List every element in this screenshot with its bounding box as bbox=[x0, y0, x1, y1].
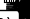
Text: 11: 11 bbox=[24, 0, 30, 11]
Text: 8: 8 bbox=[25, 1, 30, 16]
Bar bbox=[6, 15, 27, 16]
Bar bbox=[6, 13, 27, 14]
Text: 41: 41 bbox=[17, 0, 30, 15]
Text: 22: 22 bbox=[22, 6, 30, 19]
Bar bbox=[20, 4, 27, 5]
Bar bbox=[6, 9, 27, 10]
Text: 33: 33 bbox=[19, 7, 30, 19]
Text: 91: 91 bbox=[5, 9, 26, 19]
Text: 34: 34 bbox=[19, 0, 30, 12]
Text: 50: 50 bbox=[15, 3, 30, 18]
Bar bbox=[6, 11, 27, 12]
Text: 60: 60 bbox=[13, 8, 30, 19]
Text: 75: 75 bbox=[9, 2, 30, 17]
Text: 27: 27 bbox=[20, 2, 30, 16]
Text: 32: 32 bbox=[19, 0, 30, 12]
Text: 18: 18 bbox=[22, 0, 30, 14]
Text: 5: 5 bbox=[26, 7, 30, 19]
Legend: Belgium (n=100), UK (n=101): Belgium (n=100), UK (n=101) bbox=[0, 10, 19, 19]
Text: 30: 30 bbox=[20, 4, 30, 19]
Text: 38: 38 bbox=[18, 0, 30, 14]
Text: 74: 74 bbox=[9, 0, 30, 10]
Text: 34: 34 bbox=[19, 4, 30, 18]
Bar bbox=[15, 10, 27, 11]
Bar bbox=[17, 12, 27, 13]
Bar bbox=[23, 6, 27, 7]
Text: 45: 45 bbox=[16, 5, 30, 19]
Bar bbox=[19, 14, 27, 15]
Bar bbox=[25, 8, 27, 9]
Text: 54: 54 bbox=[14, 0, 30, 13]
